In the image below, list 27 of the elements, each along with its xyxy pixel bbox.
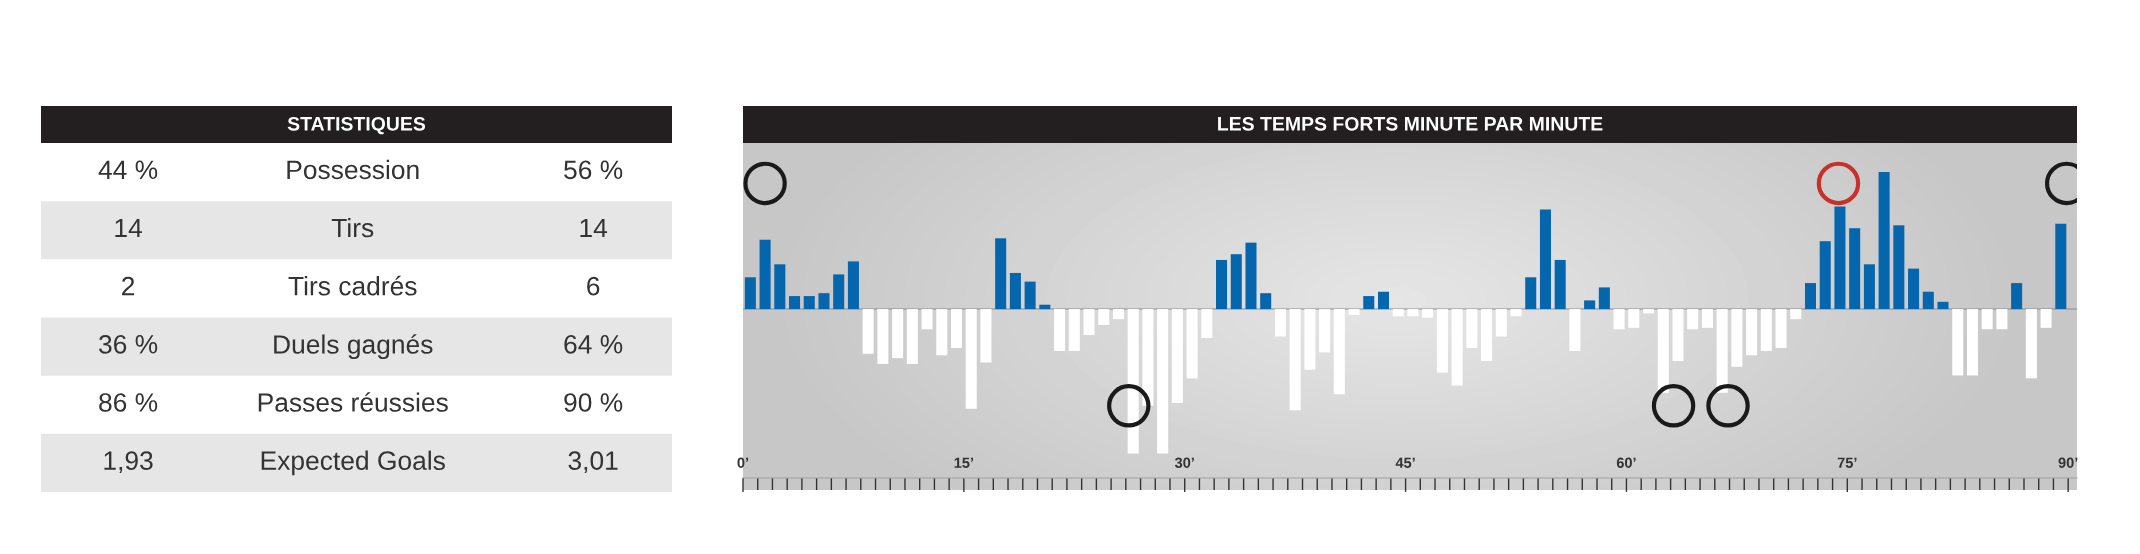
category-label: Tirs: [331, 217, 374, 238]
text: STATISTIQUES: [287, 116, 426, 135]
x-tick-label: 75’: [1837, 457, 1857, 468]
x-tick-label: 0’: [737, 457, 749, 468]
data-label: 36 %: [99, 334, 158, 354]
data-label: 44 %: [98, 160, 158, 180]
x-tick-label: 45’: [1395, 457, 1415, 468]
x-tick-label: 60’: [1616, 457, 1636, 468]
category-label: Expected Goals: [261, 450, 445, 476]
data-label: 56 %: [564, 160, 623, 180]
data-label: 6: [587, 276, 600, 296]
x-tick-label: 90’: [2058, 457, 2078, 468]
data-label: 2: [122, 276, 135, 296]
category-label: Duels gagnés: [274, 334, 433, 360]
data-label: 90 %: [564, 393, 623, 412]
data-label: 64 %: [564, 334, 623, 354]
data-label: 1,93: [104, 451, 153, 474]
category-label: Passes réussies: [258, 392, 448, 412]
x-tick-label: 30’: [1174, 457, 1194, 468]
category-label: Possession: [287, 159, 419, 180]
data-label: 14: [580, 218, 608, 238]
data-label: 86 %: [99, 393, 158, 412]
data-label: 3,01: [568, 451, 618, 474]
category-label: Tirs cadrés: [288, 275, 417, 296]
data-label: 14: [115, 218, 142, 238]
x-tick-label: 15’: [954, 457, 974, 468]
chart-title: LES TEMPS FORTS MINUTE PAR MINUTE: [1218, 116, 1603, 131]
